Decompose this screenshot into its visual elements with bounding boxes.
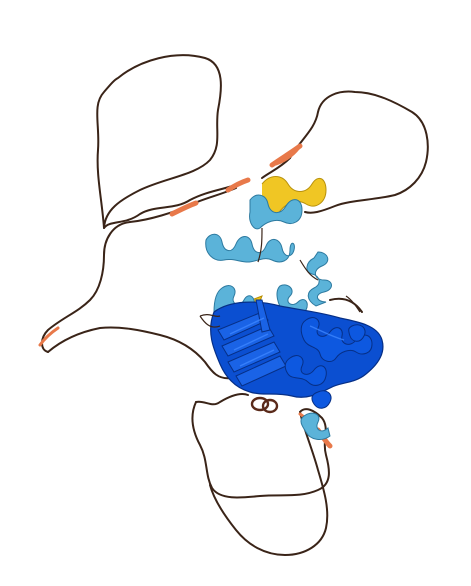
coil-loop-upper-right bbox=[289, 90, 429, 214]
orange-helix-3 bbox=[169, 200, 199, 217]
lightblue-helix-bottom bbox=[300, 412, 331, 440]
orange-coil-left bbox=[38, 326, 60, 347]
core-highlights bbox=[229, 317, 345, 367]
very-high-confidence-core bbox=[210, 299, 384, 409]
core-helix-lower bbox=[284, 355, 327, 386]
core-helix-bottom-right bbox=[311, 390, 332, 409]
beta-strand-5 bbox=[255, 299, 271, 333]
coil-loop-upper-left bbox=[96, 54, 222, 229]
lightblue-helix-top bbox=[249, 194, 303, 230]
core-helix-right bbox=[300, 317, 373, 362]
orange-coil-right-top bbox=[274, 144, 302, 166]
core-helices bbox=[284, 317, 373, 409]
small-helix-turn-1 bbox=[250, 396, 270, 412]
lightblue-helix-left bbox=[205, 233, 295, 263]
coil-loop-lower-tail bbox=[209, 411, 329, 556]
bottom-small-loop bbox=[250, 396, 279, 414]
coil-loop-upper-left-inner bbox=[103, 184, 237, 229]
connector-wires bbox=[199, 227, 361, 328]
small-helix-turn-2 bbox=[261, 398, 279, 414]
coil-link-upper bbox=[261, 157, 291, 179]
beta-strand-3 bbox=[227, 341, 281, 373]
lightblue-helix-right bbox=[306, 251, 332, 307]
coil-link-lower-left bbox=[195, 392, 249, 406]
beta-strand-2 bbox=[221, 325, 275, 357]
beta-sheet bbox=[217, 299, 287, 387]
coil-loop-lower bbox=[191, 401, 330, 499]
coil-link-center-right bbox=[329, 297, 363, 313]
orange-helix-2 bbox=[225, 177, 251, 193]
coil-tail-left bbox=[41, 187, 237, 353]
core-helix-far-right bbox=[348, 324, 366, 342]
